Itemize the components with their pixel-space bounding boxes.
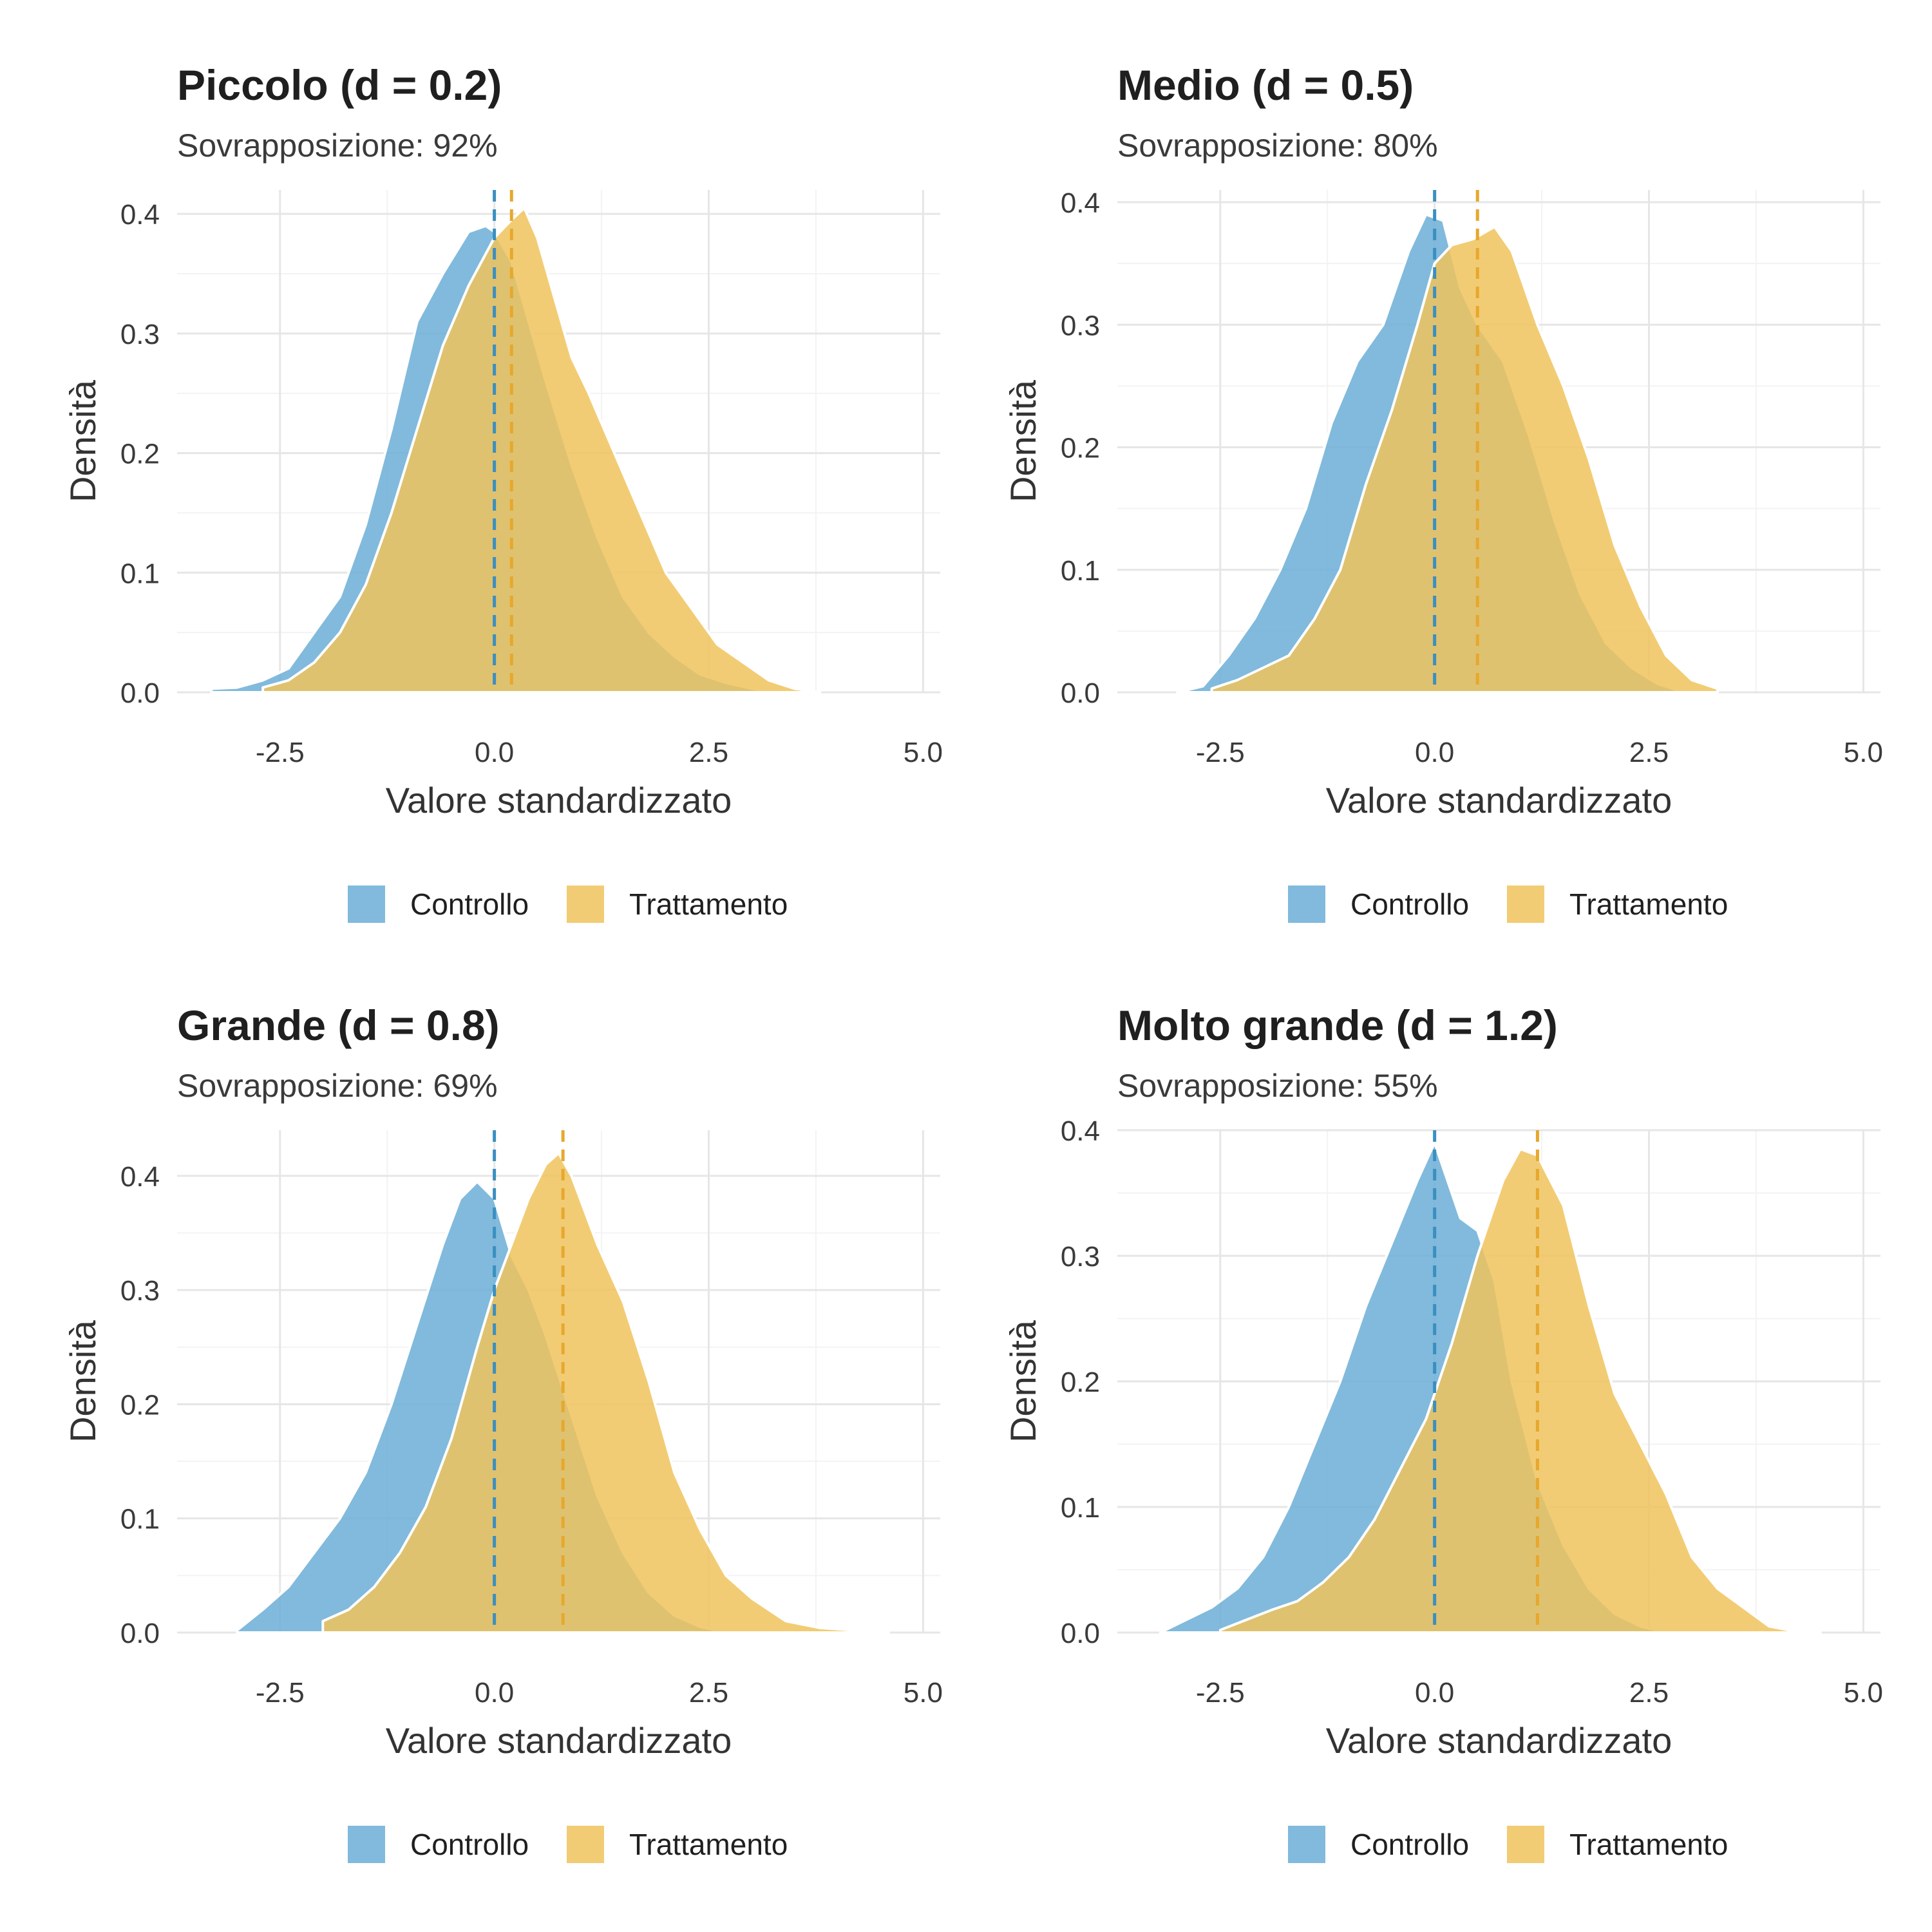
x-axis-label: Valore standardizzato (386, 780, 732, 820)
x-tick-label: 2.5 (1629, 1677, 1669, 1709)
panel-subtitle: Sovrapposizione: 55% (1117, 1068, 1438, 1104)
y-tick-label: 0.3 (120, 1275, 160, 1307)
x-tick-label: 2.5 (689, 737, 728, 768)
y-tick-label: 0.3 (1061, 1241, 1100, 1273)
legend-label-trattamento: Trattamento (1569, 1828, 1728, 1861)
x-tick-label: -2.5 (256, 737, 305, 768)
y-axis-label: Densità (62, 379, 103, 502)
panel-1: Piccolo (d = 0.2) Sovrapposizione: 92% -2.… (62, 61, 943, 923)
x-tick-label: 5.0 (904, 737, 943, 768)
x-tick-label: 2.5 (689, 1677, 728, 1709)
y-tick-label: 0.2 (1061, 1367, 1100, 1398)
legend-swatch-trattamento (1507, 1826, 1544, 1863)
x-tick-label: 5.0 (1844, 737, 1883, 768)
y-axis-label: Densità (1003, 1320, 1043, 1443)
panel-subtitle: Sovrapposizione: 92% (177, 128, 498, 164)
legend-swatch-trattamento (567, 1826, 604, 1863)
y-tick-label: 0.1 (120, 1504, 160, 1535)
y-axis-label: Densità (62, 1320, 103, 1443)
density-area-trattamento (1218, 1148, 1822, 1634)
legend-label-controllo: Controllo (410, 887, 529, 921)
legend: Controllo Trattamento (1288, 1826, 1728, 1863)
legend-swatch-trattamento (1507, 886, 1544, 923)
x-tick-label: -2.5 (1196, 737, 1245, 768)
y-tick-label: 0.3 (120, 319, 160, 350)
panel-4: Molto grande (d = 1.2) Sovrapposizione: 5… (1003, 1001, 1883, 1863)
panel-subtitle: Sovrapposizione: 80% (1117, 128, 1438, 164)
y-tick-label: 0.2 (120, 1389, 160, 1421)
legend: Controllo Trattamento (1288, 886, 1728, 923)
legend-label-controllo: Controllo (1350, 1828, 1469, 1861)
x-axis-label: Valore standardizzato (386, 1720, 732, 1761)
legend: Controllo Trattamento (348, 886, 788, 923)
legend-swatch-controllo (348, 1826, 385, 1863)
legend-swatch-trattamento (567, 886, 604, 923)
x-tick-label: 2.5 (1629, 737, 1669, 768)
y-axis-label: Densità (1003, 379, 1043, 502)
y-tick-label: 0.2 (1061, 433, 1100, 464)
legend-label-controllo: Controllo (1350, 887, 1469, 921)
density-area-trattamento (321, 1151, 891, 1634)
legend-swatch-controllo (348, 886, 385, 923)
y-tick-label: 0.3 (1061, 310, 1100, 341)
x-tick-label: 5.0 (904, 1677, 943, 1709)
y-tick-label: 0.4 (120, 1161, 160, 1193)
x-tick-label: -2.5 (256, 1677, 305, 1709)
x-tick-label: -2.5 (1196, 1677, 1245, 1709)
x-axis-label: Valore standardizzato (1326, 780, 1672, 820)
panel-title: Grande (d = 0.8) (177, 1001, 500, 1049)
panel-title: Piccolo (d = 0.2) (177, 61, 502, 109)
y-tick-label: 0.4 (1061, 1115, 1100, 1147)
y-tick-label: 0.2 (120, 439, 160, 470)
legend-label-controllo: Controllo (410, 1828, 529, 1861)
panel-2: Medio (d = 0.5) Sovrapposizione: 80% -2.5 0… (1003, 61, 1883, 923)
y-tick-label: 0.0 (1061, 1618, 1100, 1649)
y-tick-label: 0.0 (120, 677, 160, 709)
y-tick-label: 0.1 (1061, 1492, 1100, 1524)
legend-swatch-controllo (1288, 1826, 1325, 1863)
density-area-trattamento (261, 206, 822, 694)
panel-title: Medio (d = 0.5) (1117, 61, 1414, 109)
y-tick-label: 0.0 (1061, 677, 1100, 709)
panel-3: Grande (d = 0.8) Sovrapposizione: 69% -2.5… (62, 1001, 943, 1863)
y-tick-label: 0.4 (1061, 187, 1100, 219)
legend-swatch-controllo (1288, 886, 1325, 923)
density-area-trattamento (1210, 225, 1719, 694)
x-tick-label: 0.0 (1415, 737, 1454, 768)
legend-label-trattamento: Trattamento (629, 1828, 788, 1861)
x-tick-label: 0.0 (475, 1677, 514, 1709)
legend-label-trattamento: Trattamento (629, 887, 788, 921)
x-axis-label: Valore standardizzato (1326, 1720, 1672, 1761)
y-tick-label: 0.1 (120, 558, 160, 589)
legend-label-trattamento: Trattamento (1569, 887, 1728, 921)
panel-subtitle: Sovrapposizione: 69% (177, 1068, 498, 1104)
legend: Controllo Trattamento (348, 1826, 788, 1863)
y-tick-label: 0.4 (120, 199, 160, 231)
panel-title: Molto grande (d = 1.2) (1117, 1001, 1558, 1049)
y-tick-label: 0.0 (120, 1618, 160, 1649)
x-tick-label: 0.0 (1415, 1677, 1454, 1709)
y-tick-label: 0.1 (1061, 555, 1100, 587)
x-tick-label: 0.0 (475, 737, 514, 768)
x-tick-label: 5.0 (1844, 1677, 1883, 1709)
